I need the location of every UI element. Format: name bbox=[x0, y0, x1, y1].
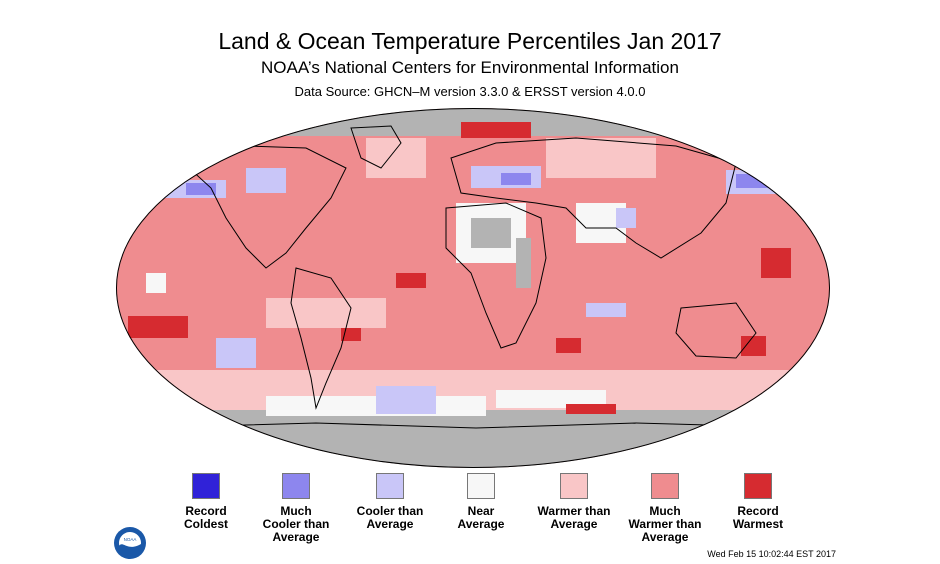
south-america-outline bbox=[290, 267, 352, 410]
legend-label: Cooler than Average bbox=[356, 504, 424, 531]
legend-label: Record Coldest bbox=[183, 504, 228, 531]
aus-record bbox=[741, 336, 766, 356]
pacific-nw-much-cool bbox=[736, 174, 776, 188]
europe-much-cool bbox=[501, 173, 531, 185]
legend-label: Much Cooler than Average bbox=[262, 504, 330, 544]
north-america-outline bbox=[174, 145, 347, 269]
noaa-logo: NOAA bbox=[114, 527, 146, 559]
legend-label: Near Average bbox=[457, 504, 505, 531]
atlantic-record bbox=[396, 273, 426, 288]
southern-cool-band bbox=[376, 386, 436, 414]
e-pacific-record bbox=[128, 316, 188, 338]
legend-item: Cooler than Average bbox=[335, 473, 445, 531]
pacific-cool-1 bbox=[146, 273, 166, 293]
legend-label: Warmer than Average bbox=[537, 504, 611, 531]
africa-outline bbox=[445, 202, 547, 349]
legend-item: Much Warmer than Average bbox=[610, 473, 720, 544]
siberia-warm bbox=[546, 138, 656, 178]
legend-item: Much Cooler than Average bbox=[241, 473, 351, 544]
antarctic-no-data bbox=[116, 420, 830, 468]
legend-swatch bbox=[651, 473, 679, 499]
canada-cool bbox=[246, 168, 286, 193]
tropical-warm-band bbox=[266, 298, 386, 328]
eurasia-outline bbox=[450, 137, 737, 259]
sahara-no-data bbox=[471, 218, 511, 248]
legend-label: Much Warmer than Average bbox=[628, 504, 702, 544]
map-title: Land & Ocean Temperature Percentiles Jan… bbox=[218, 28, 722, 54]
world-percentile-map bbox=[116, 108, 830, 468]
legend-swatch bbox=[744, 473, 772, 499]
legend-item: Near Average bbox=[426, 473, 536, 531]
indian-record bbox=[556, 338, 581, 353]
n-atlantic-warm bbox=[366, 138, 426, 178]
greenland-outline bbox=[350, 125, 402, 169]
southern-near-band-2 bbox=[496, 390, 606, 408]
legend-item: Record Warmest bbox=[703, 473, 813, 531]
s-pacific-cool bbox=[216, 338, 256, 368]
noaa-logo-text: NOAA bbox=[124, 537, 137, 542]
antarctica-outline bbox=[135, 422, 817, 429]
map-subtitle: NOAA’s National Centers for Environmenta… bbox=[261, 58, 679, 77]
legend-swatch bbox=[560, 473, 588, 499]
legend-swatch bbox=[282, 473, 310, 499]
asia-cool bbox=[616, 208, 636, 228]
timestamp: Wed Feb 15 10:02:44 EST 2017 bbox=[707, 549, 836, 559]
arctic-record bbox=[461, 122, 531, 138]
legend-swatch bbox=[467, 473, 495, 499]
legend-item: Warmer than Average bbox=[519, 473, 629, 531]
australia-outline bbox=[675, 302, 757, 359]
map-border bbox=[116, 108, 830, 468]
s-america-record bbox=[341, 326, 361, 341]
legend-swatch bbox=[376, 473, 404, 499]
indian-cool bbox=[586, 303, 626, 317]
africa-no-data bbox=[516, 238, 531, 288]
data-source-line: Data Source: GHCN–M version 3.3.0 & ERSS… bbox=[294, 84, 646, 99]
legend-swatch bbox=[192, 473, 220, 499]
legend-label: Record Warmest bbox=[732, 504, 784, 531]
legend-item: Record Coldest bbox=[151, 473, 261, 531]
nw-pacific-record bbox=[761, 248, 791, 278]
southern-record-patch bbox=[566, 404, 616, 414]
